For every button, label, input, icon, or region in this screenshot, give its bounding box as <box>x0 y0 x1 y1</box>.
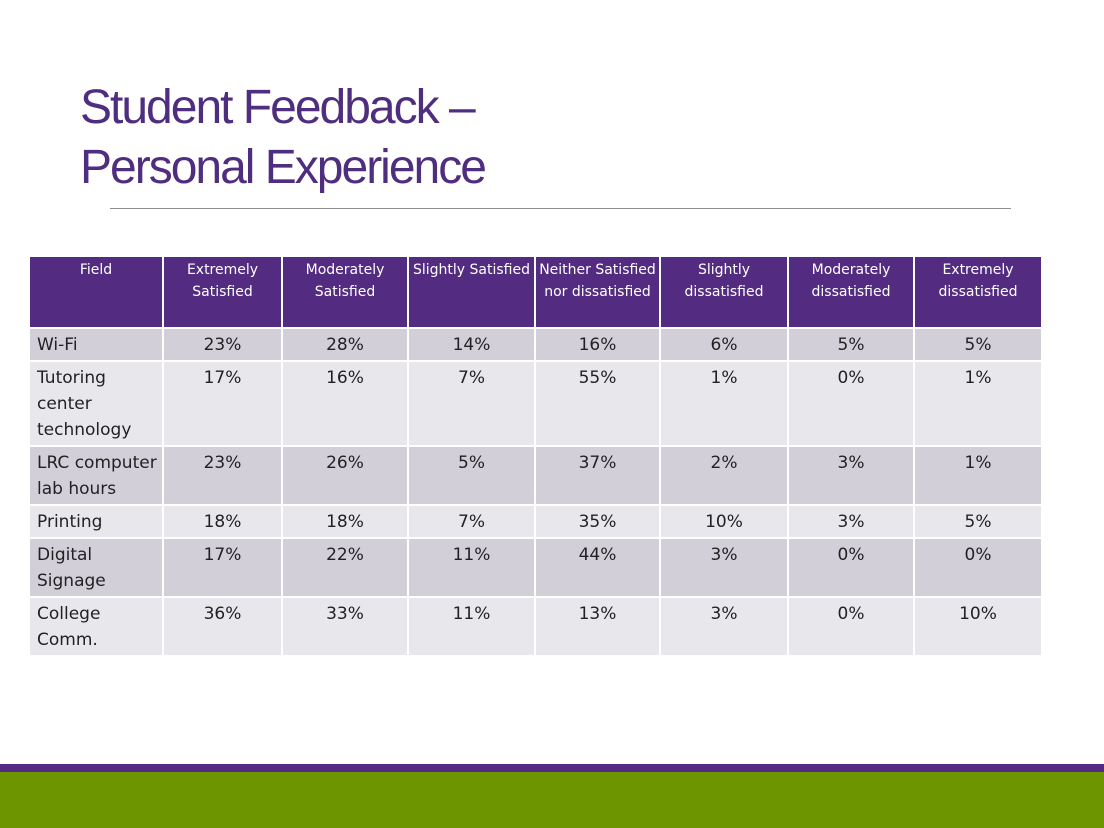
slide-title-line-1: Student Feedback – <box>80 81 476 134</box>
table-cell: 16% <box>534 327 661 362</box>
header-moderately-dissatisfied: Moderately dissatisfied <box>787 257 915 329</box>
header-moderately-satisfied: Moderately Satisfied <box>281 257 409 329</box>
table-cell: 23% <box>162 445 283 506</box>
table-body: Wi-Fi 23% 28% 14% 16% 6% 5% 5% Tutoring … <box>30 327 1043 657</box>
table-cell: 17% <box>162 360 283 447</box>
table-cell: 5% <box>913 504 1043 539</box>
table-cell: 0% <box>787 360 915 447</box>
table-cell: 1% <box>913 445 1043 506</box>
table-row: Tutoring center technology 17% 16% 7% 55… <box>30 360 1043 447</box>
table-cell: 23% <box>162 327 283 362</box>
row-label: LRC computer lab hours <box>30 445 164 506</box>
header-extremely-dissatisfied: Extremely dissatisfied <box>913 257 1043 329</box>
table-cell: 16% <box>281 360 409 447</box>
table-header: Field Extremely Satisfied Moderately Sat… <box>30 257 1043 329</box>
table-cell: 2% <box>659 445 789 506</box>
row-label: Printing <box>30 504 164 539</box>
title-divider <box>110 208 1011 209</box>
table-row: Wi-Fi 23% 28% 14% 16% 6% 5% 5% <box>30 327 1043 362</box>
table-cell: 0% <box>787 596 915 657</box>
row-label: Tutoring center technology <box>30 360 164 447</box>
footer-band <box>0 772 1104 828</box>
table-cell: 10% <box>659 504 789 539</box>
slide-title-line-2: Personal Experience <box>80 141 487 194</box>
row-label: Wi-Fi <box>30 327 164 362</box>
table-cell: 22% <box>281 537 409 598</box>
table-cell: 11% <box>407 537 536 598</box>
table-cell: 17% <box>162 537 283 598</box>
table-cell: 0% <box>787 537 915 598</box>
table-row: LRC computer lab hours 23% 26% 5% 37% 2%… <box>30 445 1043 506</box>
table-row: Digital Signage 17% 22% 11% 44% 3% 0% 0% <box>30 537 1043 598</box>
table-cell: 18% <box>162 504 283 539</box>
table-cell: 3% <box>659 537 789 598</box>
table-cell: 3% <box>659 596 789 657</box>
table-cell: 5% <box>913 327 1043 362</box>
row-label: Digital Signage <box>30 537 164 598</box>
table-cell: 37% <box>534 445 661 506</box>
table-cell: 28% <box>281 327 409 362</box>
table-cell: 3% <box>787 445 915 506</box>
table-cell: 7% <box>407 504 536 539</box>
table-cell: 11% <box>407 596 536 657</box>
header-extremely-satisfied: Extremely Satisfied <box>162 257 283 329</box>
table-cell: 44% <box>534 537 661 598</box>
table-cell: 1% <box>659 360 789 447</box>
table-cell: 36% <box>162 596 283 657</box>
table-cell: 10% <box>913 596 1043 657</box>
header-field: Field <box>30 257 164 329</box>
table-cell: 14% <box>407 327 536 362</box>
header-slightly-satisfied: Slightly Satisfied <box>407 257 536 329</box>
table-cell: 26% <box>281 445 409 506</box>
header-row: Field Extremely Satisfied Moderately Sat… <box>30 257 1043 329</box>
table-cell: 18% <box>281 504 409 539</box>
table-cell: 6% <box>659 327 789 362</box>
table-cell: 13% <box>534 596 661 657</box>
header-slightly-dissatisfied: Slightly dissatisfied <box>659 257 789 329</box>
header-neither: Neither Satisfied nor dissatisfied <box>534 257 661 329</box>
row-label: College Comm. <box>30 596 164 657</box>
footer-accent-bar <box>0 764 1104 772</box>
table-cell: 35% <box>534 504 661 539</box>
table-cell: 5% <box>787 327 915 362</box>
table-cell: 3% <box>787 504 915 539</box>
feedback-table: Field Extremely Satisfied Moderately Sat… <box>30 257 1043 657</box>
table-row: Printing 18% 18% 7% 35% 10% 3% 5% <box>30 504 1043 539</box>
slide-title: Student Feedback – Personal Experience <box>80 78 487 198</box>
table-cell: 33% <box>281 596 409 657</box>
table-cell: 55% <box>534 360 661 447</box>
table-cell: 0% <box>913 537 1043 598</box>
table-cell: 5% <box>407 445 536 506</box>
table-row: College Comm. 36% 33% 11% 13% 3% 0% 10% <box>30 596 1043 657</box>
table-cell: 1% <box>913 360 1043 447</box>
table-cell: 7% <box>407 360 536 447</box>
